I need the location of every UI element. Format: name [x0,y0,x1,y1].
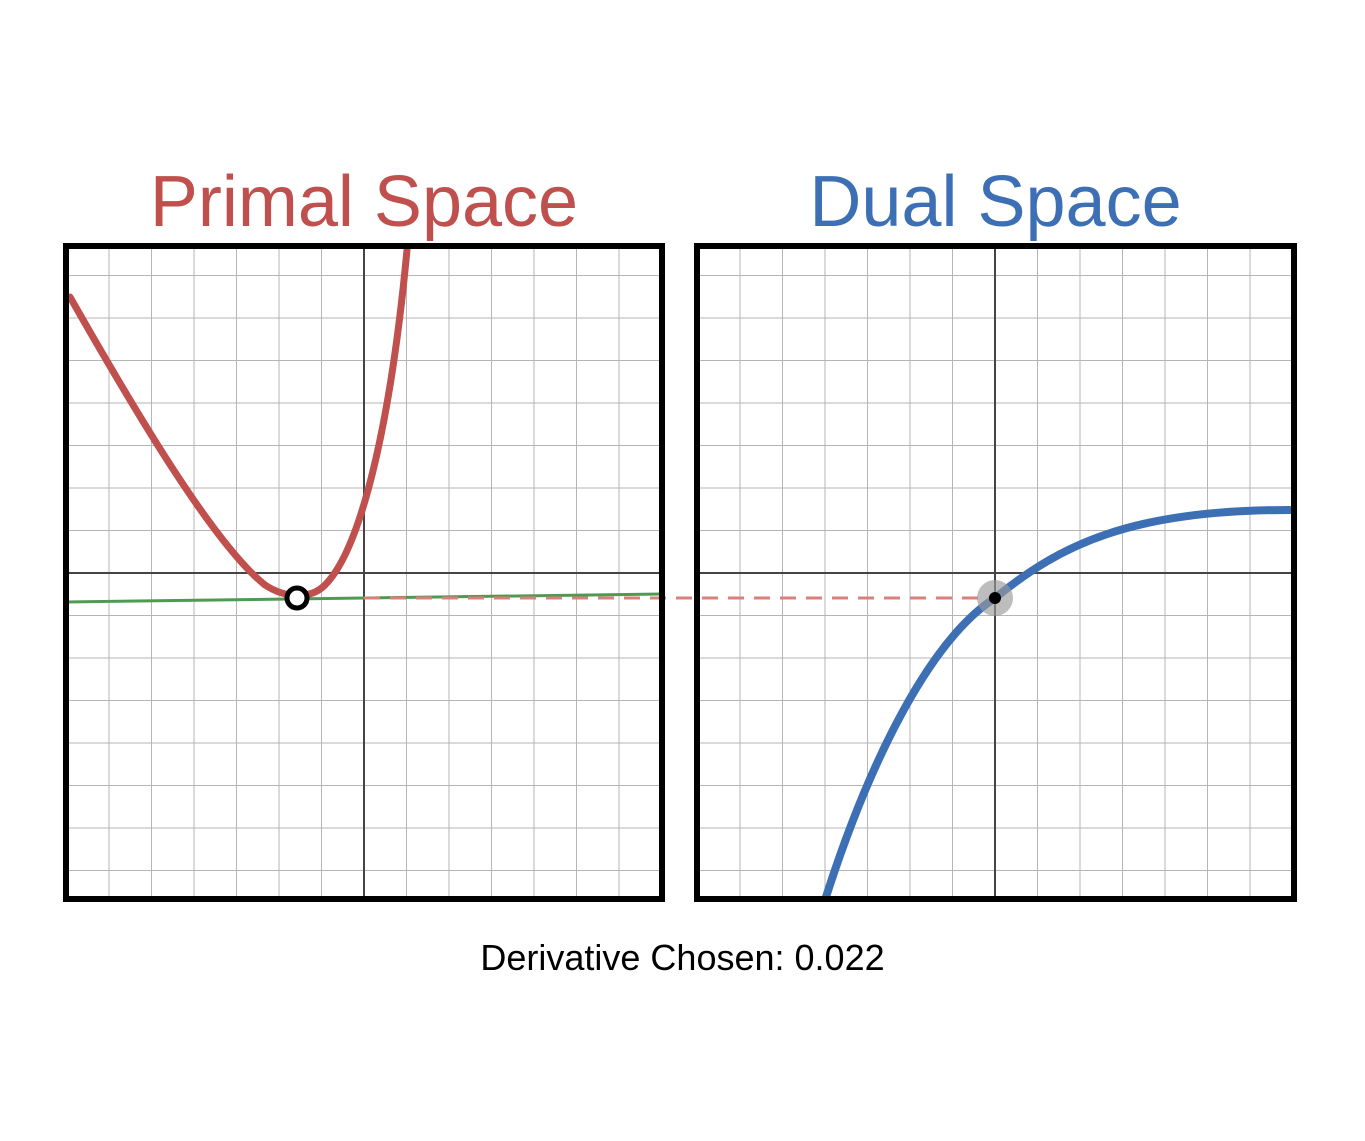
derivative-readout: Derivative Chosen: 0.022 [0,934,1365,982]
primal-frame [63,243,665,902]
dual-point-marker [989,592,1001,604]
primal-space-title: Primal Space [149,162,579,242]
dual-function-curve [822,506,1294,899]
derivative-value: 0.022 [794,937,885,978]
primal-point-marker[interactable] [284,585,310,611]
dual-frame [694,243,1297,902]
dual-space-title: Dual Space [809,162,1182,242]
derivative-label: Derivative Chosen: [480,937,785,978]
primal-function-curve [66,246,411,599]
